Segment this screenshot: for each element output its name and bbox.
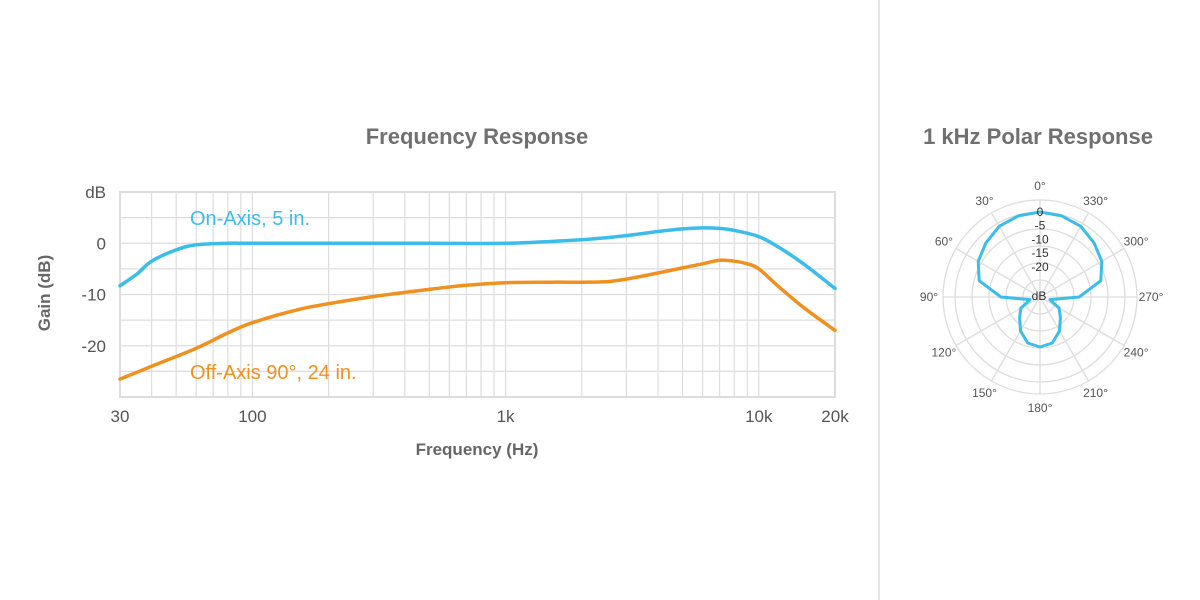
series-label-off-axis: Off-Axis 90°, 24 in. bbox=[190, 362, 357, 384]
y-tick-label: -10 bbox=[81, 286, 106, 305]
x-tick-label: 20k bbox=[821, 407, 849, 426]
polar-ring-label: -15 bbox=[1031, 246, 1049, 260]
polar-chart-title: 1 kHz Polar Response bbox=[923, 124, 1153, 149]
polar-spoke bbox=[990, 296, 1041, 382]
frequency-tick-labels: 30 100 1k 10k 20k dB 0 -10 -20 bbox=[81, 183, 849, 426]
x-tick-label: 1k bbox=[497, 407, 515, 426]
polar-ring-label: -5 bbox=[1035, 219, 1046, 233]
polar-ring-label: -10 bbox=[1031, 232, 1049, 246]
frequency-chart-title: Frequency Response bbox=[366, 124, 589, 149]
x-tick-label: 100 bbox=[238, 407, 266, 426]
polar-response-chart: 1 kHz Polar Response 0° 30° 60° 90° 120° 150°… bbox=[920, 124, 1164, 415]
on-axis-series-line bbox=[118, 226, 837, 291]
series-label-on-axis: On-Axis, 5 in. bbox=[190, 208, 310, 230]
polar-angle-label: 330° bbox=[1083, 194, 1108, 208]
polar-spoke bbox=[1039, 296, 1090, 382]
polar-spoke bbox=[955, 296, 1041, 347]
polar-angle-label: 30° bbox=[975, 194, 993, 208]
x-axis-title: Frequency (Hz) bbox=[416, 440, 539, 459]
polar-angle-label: 180° bbox=[1028, 401, 1053, 415]
polar-angle-label: 210° bbox=[1083, 386, 1108, 400]
polar-ring-label: -20 bbox=[1031, 260, 1049, 274]
polar-angle-label: 120° bbox=[931, 346, 956, 360]
polar-spoke bbox=[1039, 296, 1125, 347]
polar-series bbox=[976, 210, 1104, 349]
polar-pattern-line bbox=[976, 210, 1104, 349]
y-tick-label: -20 bbox=[81, 337, 106, 356]
polar-center-label: dB bbox=[1032, 289, 1047, 303]
polar-angle-label: 240° bbox=[1124, 346, 1149, 360]
y-tick-label: dB bbox=[85, 183, 106, 202]
polar-labels: 0° 30° 60° 90° 120° 150° 180° 210° 240° 270° 300° 3… bbox=[920, 179, 1164, 415]
polar-spoke bbox=[955, 247, 1041, 298]
x-tick-label: 10k bbox=[745, 407, 773, 426]
polar-angle-label: 0° bbox=[1034, 179, 1046, 193]
polar-angle-label: 150° bbox=[972, 386, 997, 400]
polar-angle-label: 270° bbox=[1139, 290, 1164, 304]
y-tick-label: 0 bbox=[97, 234, 106, 253]
frequency-series bbox=[118, 226, 837, 381]
polar-angle-label: 90° bbox=[920, 290, 938, 304]
off-axis-series-line bbox=[118, 258, 837, 381]
polar-angle-label: 60° bbox=[935, 235, 953, 249]
x-tick-label: 30 bbox=[111, 407, 130, 426]
y-axis-title: Gain (dB) bbox=[35, 255, 54, 332]
frequency-grid bbox=[119, 191, 836, 398]
polar-ring-label: 0 bbox=[1037, 205, 1044, 219]
polar-spoke bbox=[1039, 247, 1125, 298]
polar-angle-label: 300° bbox=[1124, 235, 1149, 249]
frequency-response-chart: Frequency Response 30 100 1k 10k 20k dB 0 -10 -2… bbox=[35, 124, 849, 459]
